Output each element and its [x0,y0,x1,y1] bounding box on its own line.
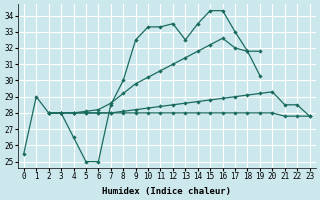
X-axis label: Humidex (Indice chaleur): Humidex (Indice chaleur) [102,187,231,196]
